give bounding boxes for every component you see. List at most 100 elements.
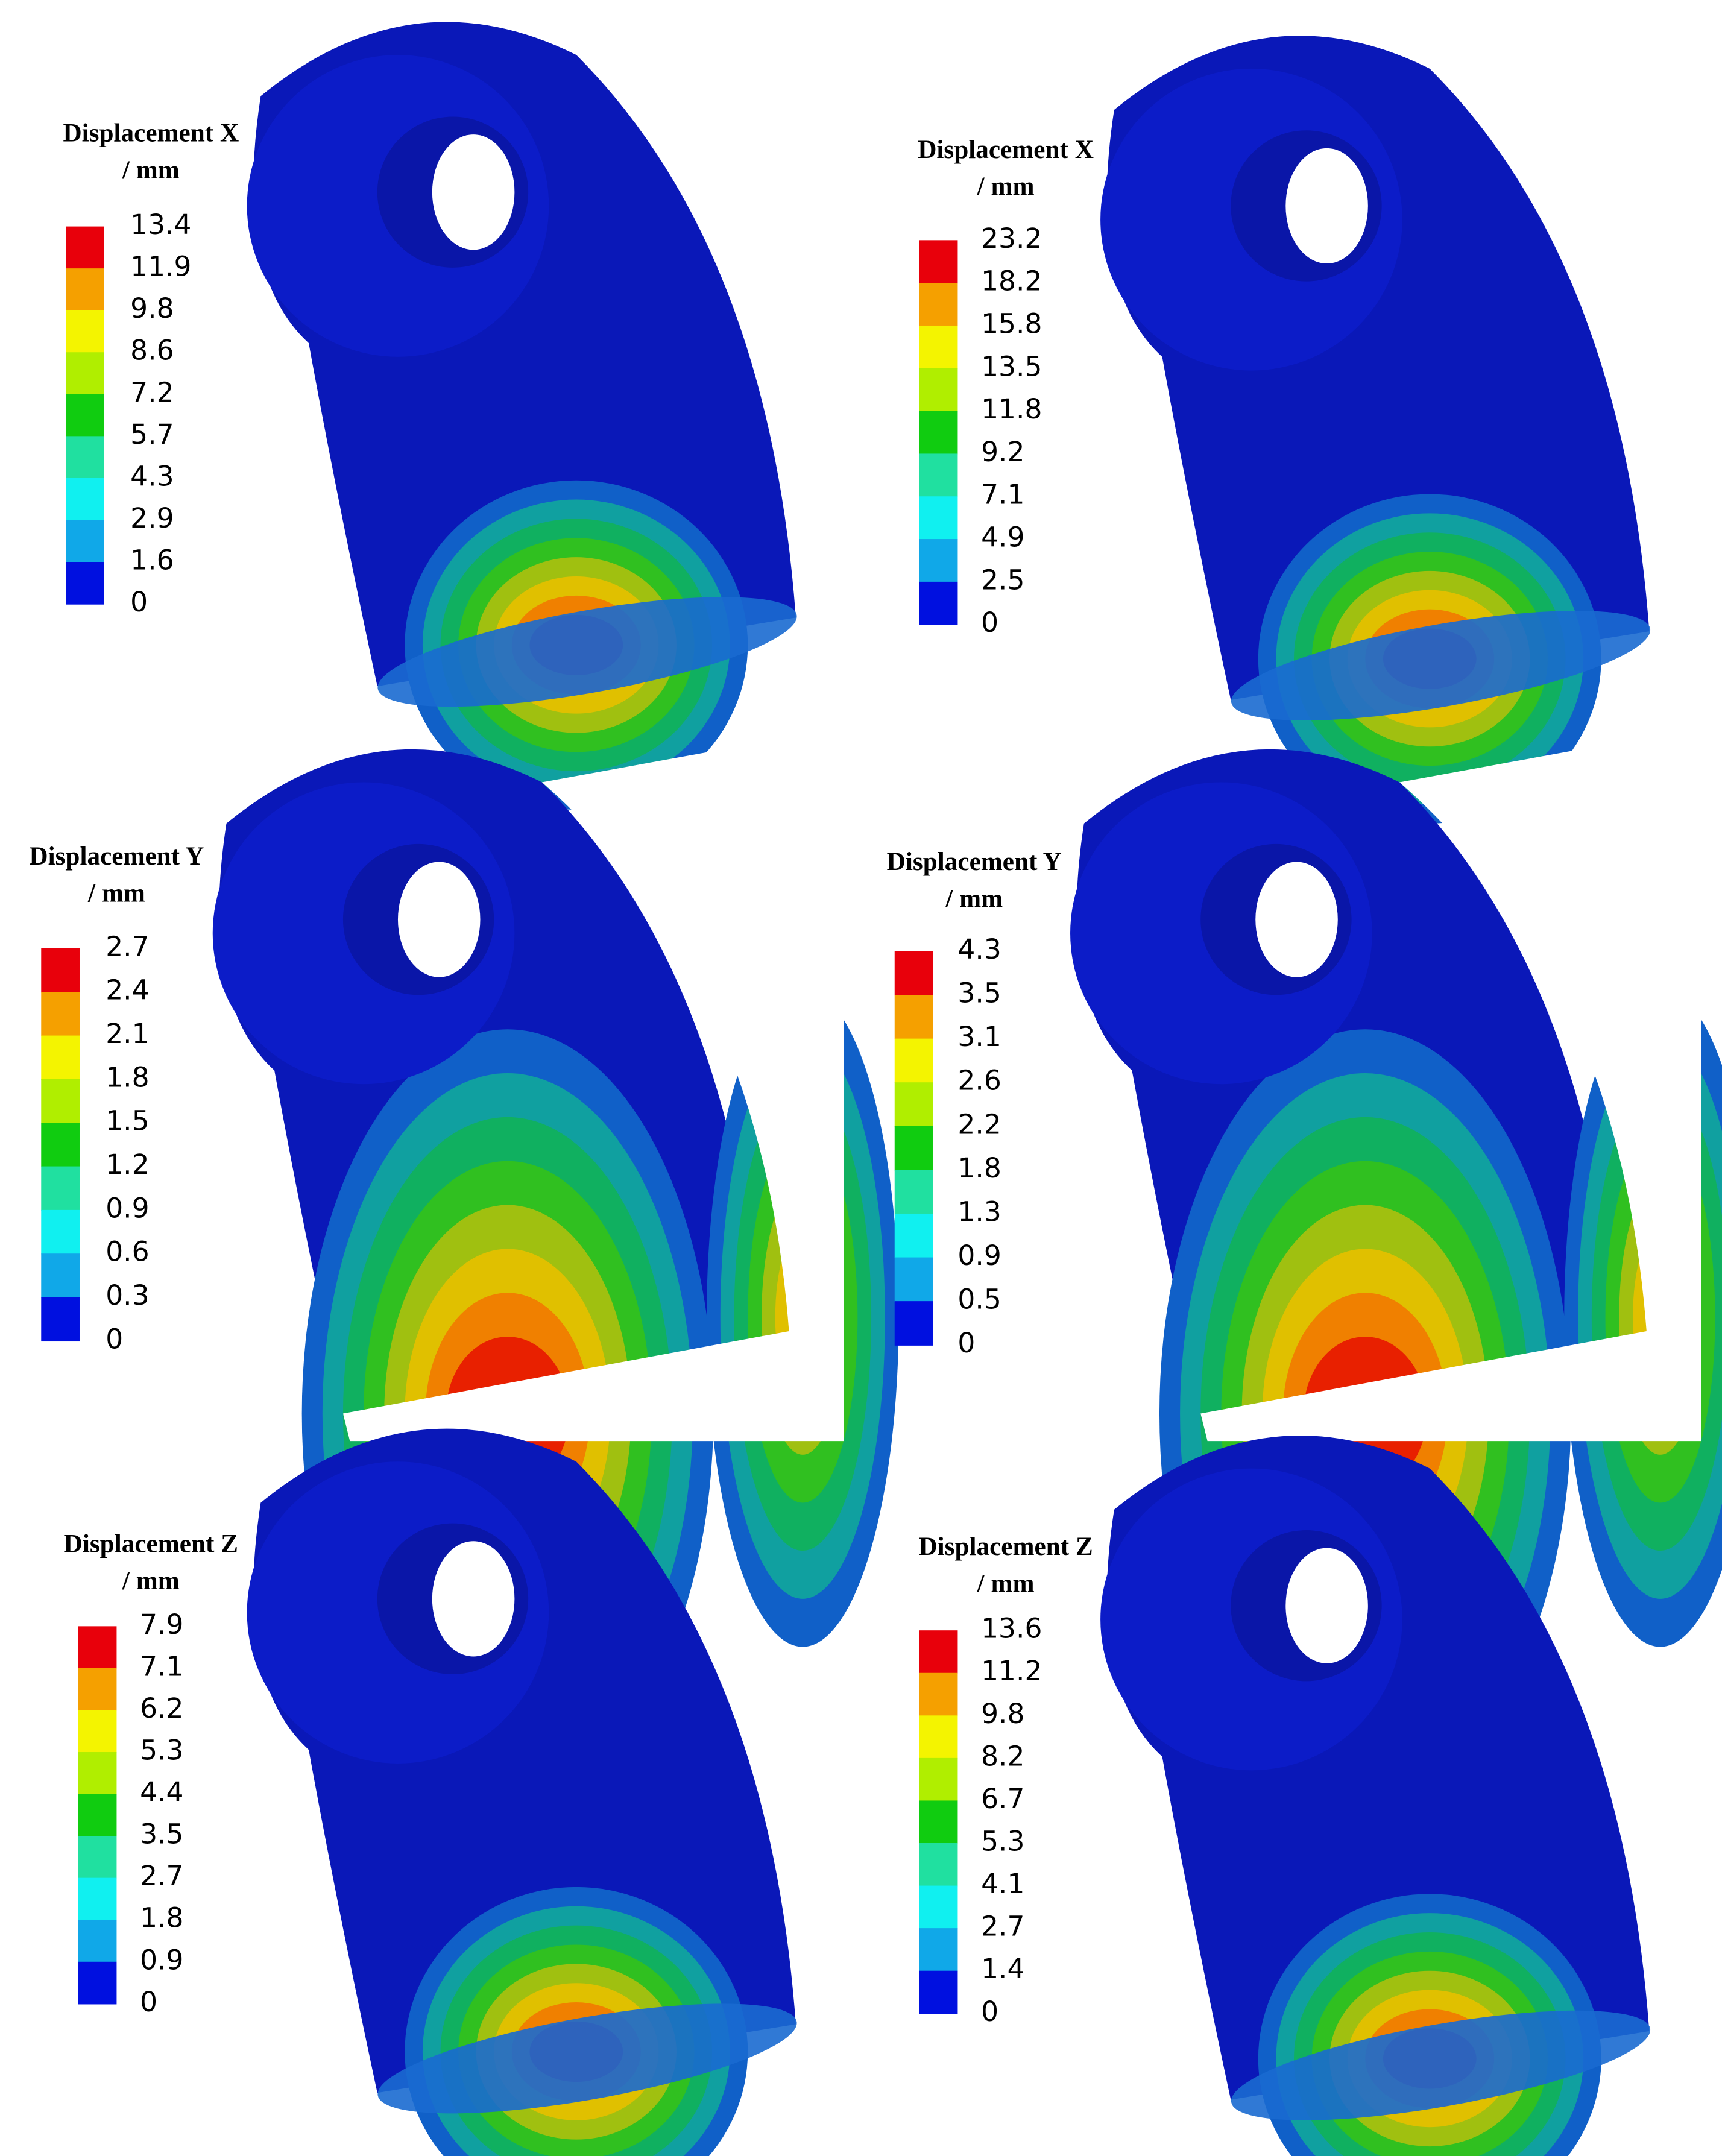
- legend-swatch: [66, 226, 104, 270]
- legend-swatch: [919, 1928, 958, 1972]
- legend-label: 2.7: [140, 1860, 183, 1892]
- legend-label: 4.3: [957, 933, 1001, 965]
- legend-label: 13.4: [130, 209, 191, 241]
- legend-label: 23.2: [981, 222, 1042, 254]
- legend-swatch: [919, 240, 958, 284]
- legend-label: 4.3: [130, 460, 174, 492]
- legend-swatch: [894, 1126, 933, 1171]
- legend-swatch: [78, 1668, 117, 1711]
- legend-swatch: [919, 1672, 958, 1716]
- legend-label: 7.1: [140, 1650, 183, 1682]
- model-view: [247, 22, 797, 810]
- legend-swatch: [919, 539, 958, 583]
- legend-label: 4.1: [981, 1868, 1024, 1900]
- legend-label: 11.9: [130, 251, 191, 283]
- legend-label: 0.6: [106, 1236, 149, 1268]
- legend-label: 3.1: [957, 1021, 1001, 1053]
- legend-label: 3.5: [957, 977, 1001, 1009]
- legend-unit: / mm: [87, 878, 145, 907]
- legend-swatch: [919, 496, 958, 540]
- legend-label: 0.9: [957, 1240, 1001, 1272]
- legend-swatch: [66, 478, 104, 521]
- legend-swatch: [41, 1166, 80, 1211]
- legend-label: 1.3: [957, 1196, 1001, 1228]
- legend-label: 6.2: [140, 1692, 183, 1724]
- legend-swatch: [894, 1082, 933, 1127]
- legend-label: 1.5: [106, 1105, 149, 1137]
- legend-swatch: [78, 1920, 117, 1962]
- legend-label: 11.2: [981, 1655, 1042, 1687]
- bottom-rim: [377, 597, 797, 707]
- legend-unit: / mm: [977, 172, 1035, 201]
- model-view: [1100, 1435, 1651, 2156]
- legend-label: 7.2: [130, 376, 174, 408]
- legend-label: 0: [957, 1327, 975, 1359]
- bottom-rim: [1231, 2010, 1651, 2120]
- legend-title: Displacement Z: [64, 1529, 238, 1558]
- legend-label: 5.3: [981, 1826, 1024, 1858]
- legend-title: Displacement X: [63, 118, 239, 147]
- legend-label: 9.2: [981, 436, 1024, 468]
- legend-swatch: [78, 1710, 117, 1753]
- legend-label: 2.4: [106, 974, 149, 1006]
- legend-swatch: [66, 352, 104, 395]
- model-view: [1100, 36, 1651, 824]
- legend-swatch: [66, 268, 104, 311]
- legend-label: 9.8: [130, 292, 174, 324]
- legend-label: 18.2: [981, 265, 1042, 297]
- legend-label: 4.4: [140, 1776, 183, 1808]
- legend-swatch: [66, 520, 104, 563]
- legend-label: 0: [106, 1323, 123, 1355]
- legend-label: 7.9: [140, 1609, 183, 1641]
- legend-label: 1.6: [130, 544, 174, 576]
- legend-swatch: [41, 1035, 80, 1080]
- legend-title: Displacement X: [918, 135, 1094, 164]
- legend-label: 0: [981, 1996, 998, 2028]
- legend-swatch: [78, 1626, 117, 1669]
- legend-swatch: [919, 1843, 958, 1886]
- legend-swatch: [894, 1301, 933, 1346]
- legend-label: 8.2: [981, 1740, 1024, 1772]
- legend-title: Displacement Y: [887, 847, 1062, 876]
- legend-swatch: [919, 368, 958, 412]
- bottom-rim: [1231, 611, 1651, 720]
- legend-label: 7.1: [981, 479, 1024, 511]
- legend-swatch: [919, 453, 958, 497]
- legend-swatch: [919, 581, 958, 625]
- legend-label: 0.5: [957, 1284, 1001, 1316]
- legend-label: 9.8: [981, 1698, 1024, 1730]
- legend-label: 1.8: [957, 1152, 1001, 1184]
- bottom-rim: [377, 2003, 797, 2114]
- legend-label: 5.7: [130, 418, 174, 450]
- legend-label: 2.1: [106, 1018, 149, 1050]
- legend-label: 11.8: [981, 393, 1042, 425]
- bore: [432, 134, 515, 250]
- legend-swatch: [919, 283, 958, 327]
- legend-swatch: [66, 436, 104, 479]
- model-view: [247, 1428, 797, 2156]
- legend-title: Displacement Z: [918, 1532, 1093, 1561]
- legend-swatch: [919, 411, 958, 455]
- legend-swatch: [919, 1757, 958, 1801]
- legend-label: 6.7: [981, 1783, 1024, 1815]
- legend-label: 5.3: [140, 1735, 183, 1767]
- mask: [0, 727, 844, 1442]
- legend-label: 13.6: [981, 1613, 1042, 1645]
- legend-unit: / mm: [977, 1569, 1035, 1598]
- legend-swatch: [78, 1877, 117, 1921]
- legend-swatch: [894, 1213, 933, 1258]
- legend-unit: / mm: [122, 156, 180, 184]
- legend-swatch: [894, 995, 933, 1039]
- legend-swatch: [919, 1885, 958, 1929]
- legend-swatch: [41, 1209, 80, 1255]
- legend-swatch: [78, 1794, 117, 1837]
- legend-label: 1.4: [981, 1953, 1024, 1985]
- legend-label: 4.9: [981, 522, 1024, 553]
- bore: [397, 862, 481, 977]
- bore: [1255, 862, 1338, 977]
- legend-swatch: [919, 1970, 958, 2014]
- legend-label: 2.2: [957, 1108, 1001, 1140]
- legend-swatch: [41, 992, 80, 1036]
- legend-label: 2.7: [981, 1911, 1024, 1943]
- legend-label: 0.9: [140, 1944, 183, 1976]
